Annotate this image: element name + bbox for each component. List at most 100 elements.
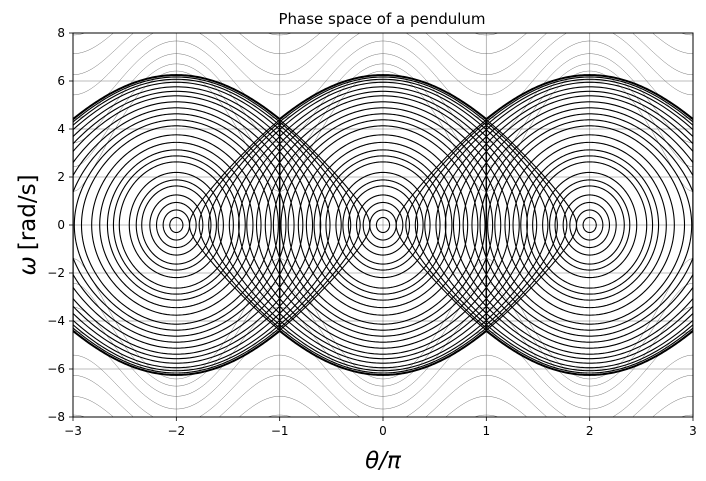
grid-lines (72, 32, 694, 418)
librating-orbit (238, 90, 528, 360)
librating-orbit (272, 113, 494, 337)
y-axis-ticks: −8 −6 −4 −2 0 2 4 6 8 (47, 26, 73, 424)
librating-orbit (149, 194, 204, 256)
librating-orbit (575, 209, 604, 241)
librating-orbit (280, 119, 486, 331)
librating-orbit (264, 107, 502, 343)
librating-orbit (569, 201, 611, 249)
librating-orbit (362, 201, 404, 249)
y-tick-label: −8 (47, 410, 65, 424)
x-axis-ticks: −3 −2 −1 0 1 2 3 (64, 417, 697, 438)
librating-orbit (452, 95, 693, 355)
librating-orbit (73, 101, 304, 349)
librating-orbit (526, 155, 654, 295)
x-tick-label: 0 (379, 424, 387, 438)
librating-orbit (562, 194, 617, 256)
librating-orbit (73, 107, 295, 343)
librating-orbit (73, 81, 342, 369)
librating-orbit (141, 185, 212, 265)
rotating-orbit (73, 40, 693, 120)
librating-orbit (325, 161, 441, 289)
y-axis-unit: [rad/s] (15, 174, 41, 250)
librating-orbit (554, 185, 625, 265)
librating-orbit (208, 78, 558, 372)
librating-orbit (135, 179, 217, 271)
y-tick-label: 4 (57, 122, 65, 136)
rotating-orbit (73, 63, 693, 168)
librating-orbit (375, 216, 391, 234)
librating-orbit (217, 81, 549, 369)
librating-orbit (487, 119, 693, 331)
rotating-orbit (73, 307, 693, 397)
librating-orbit (355, 194, 411, 256)
librating-orbit (520, 149, 660, 301)
y-tick-label: 0 (57, 218, 65, 232)
librating-orbit (424, 81, 693, 369)
librating-orbit (297, 134, 469, 316)
x-tick-label: 3 (689, 424, 697, 438)
x-tick-label: −1 (271, 424, 289, 438)
librating-orbit (395, 74, 693, 376)
rotating-orbit (73, 53, 693, 143)
librating-orbit (512, 141, 667, 309)
librating-orbit (494, 125, 686, 325)
librating-orbit (73, 76, 361, 374)
y-tick-label: −6 (47, 362, 65, 376)
librating-orbit (542, 171, 638, 279)
y-axis-label: ω [rad/s] (15, 174, 41, 275)
rotating-orbit (73, 282, 693, 387)
separatrix-orbit (485, 74, 693, 376)
librating-orbit (106, 149, 246, 301)
x-tick-label: −2 (167, 424, 185, 438)
rotating-orbit (73, 330, 693, 410)
librating-orbit (99, 141, 254, 309)
y-tick-label: 6 (57, 74, 65, 88)
librating-orbit (73, 119, 279, 331)
y-tick-label: −4 (47, 314, 65, 328)
librating-orbit (128, 171, 224, 279)
librating-orbit (462, 101, 693, 349)
librating-orbit (479, 113, 693, 337)
librating-orbit (80, 125, 272, 325)
librating-orbit (342, 179, 424, 271)
librating-orbit (305, 141, 461, 309)
librating-orbit (319, 155, 447, 295)
x-tick-label: 1 (483, 424, 491, 438)
librating-orbit (73, 90, 322, 360)
y-tick-label: 8 (57, 26, 65, 40)
x-axis-label-text: θ/π (365, 448, 402, 474)
librating-orbit (169, 216, 184, 234)
librating-orbit (73, 95, 314, 355)
librating-orbit (444, 90, 693, 360)
x-tick-label: −3 (64, 424, 82, 438)
librating-orbit (414, 78, 693, 372)
librating-orbit (287, 125, 479, 325)
y-tick-label: 2 (57, 170, 65, 184)
librating-orbit (405, 76, 693, 374)
rotating-orbit (73, 258, 693, 380)
librating-orbit (73, 78, 352, 372)
x-axis-label: θ/π (365, 448, 402, 474)
librating-orbit (504, 134, 675, 316)
librating-orbit (335, 171, 431, 279)
librating-orbit (435, 86, 693, 364)
x-tick-label: 2 (586, 424, 594, 438)
librating-orbit (73, 86, 331, 364)
librating-orbit (582, 216, 597, 234)
librating-orbit (532, 161, 648, 289)
chart-title: Phase space of a pendulum (278, 10, 485, 28)
librating-orbit (313, 149, 453, 301)
librating-orbit (471, 107, 693, 343)
librating-orbit (255, 101, 511, 349)
librating-orbit (155, 201, 197, 249)
librating-orbit (73, 113, 287, 337)
rotating-orbit (73, 70, 693, 192)
librating-orbit (91, 134, 262, 316)
librating-orbit (347, 185, 419, 265)
librating-orbit (198, 76, 568, 374)
y-tick-label: −2 (47, 266, 65, 280)
librating-orbit (549, 179, 631, 271)
